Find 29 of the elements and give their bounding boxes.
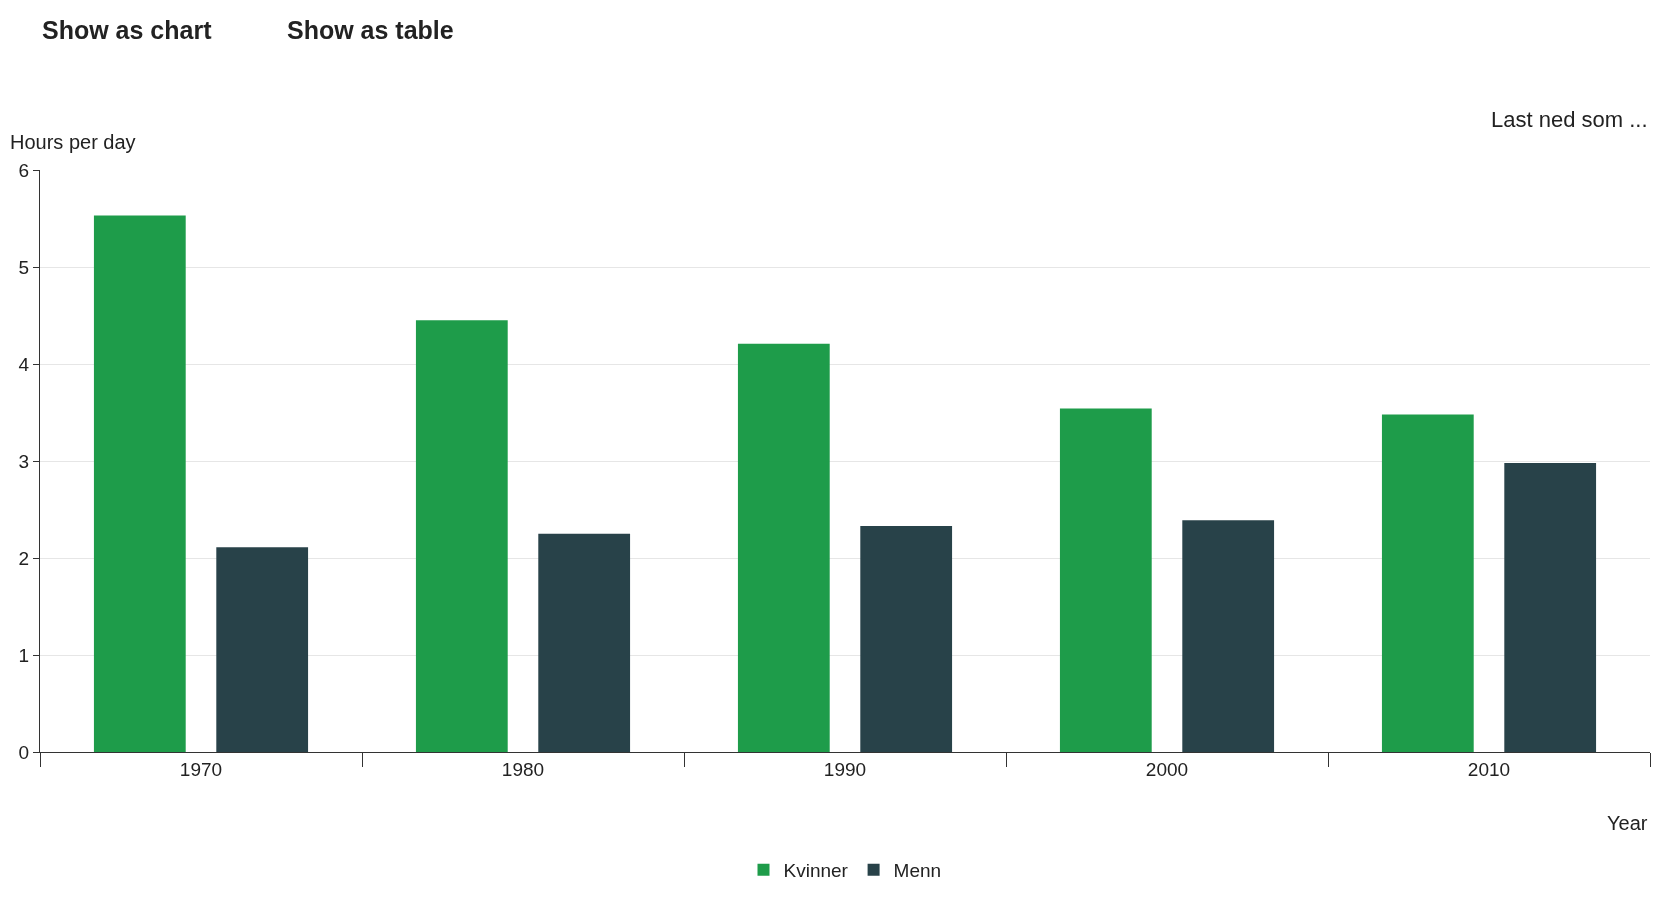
y-tick-label: 1 [18, 644, 30, 666]
y-tick-label: 2 [18, 547, 30, 569]
y-tick-label: 5 [18, 256, 30, 278]
y-tick-label: 4 [18, 353, 30, 375]
bar [1182, 520, 1275, 752]
bar [538, 533, 631, 752]
x-tick-label: 1970 [179, 758, 223, 780]
x-tick-label: 1990 [823, 758, 867, 780]
y-tick-label: 3 [18, 450, 30, 472]
y-axis-title: Hours per day [10, 131, 136, 153]
bar [860, 525, 953, 752]
x-tick-label: 2000 [1145, 758, 1189, 780]
bar [1381, 414, 1474, 752]
bar [93, 215, 186, 752]
legend-label: Menn [893, 860, 942, 882]
x-tick-label: 1980 [501, 758, 545, 780]
bar [1504, 462, 1597, 752]
y-tick-label: 6 [18, 159, 30, 181]
y-tick-label: 0 [18, 741, 30, 763]
text: Show as table [287, 16, 454, 44]
bar [216, 547, 309, 752]
bar [737, 343, 830, 752]
legend-label: Kvinner [783, 860, 849, 882]
x-tick-label: 2010 [1467, 758, 1511, 780]
bar [415, 320, 508, 752]
bar [1059, 408, 1152, 752]
text: Last ned som ... [1491, 107, 1648, 132]
text: Show as chart [42, 16, 213, 44]
x-axis-title: Year [1607, 812, 1648, 834]
